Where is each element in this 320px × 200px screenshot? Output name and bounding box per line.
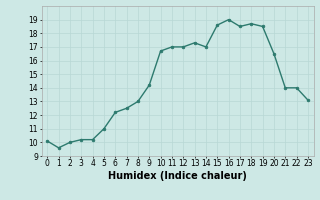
X-axis label: Humidex (Indice chaleur): Humidex (Indice chaleur) (108, 171, 247, 181)
